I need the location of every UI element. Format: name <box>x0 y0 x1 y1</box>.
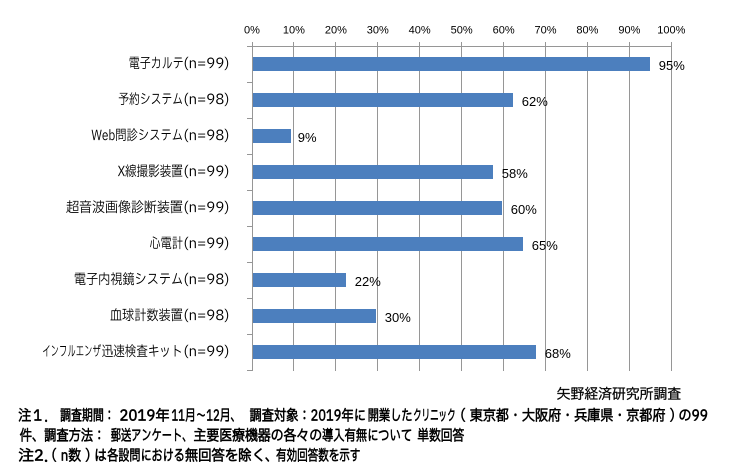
svg-text:65%: 65% <box>532 238 558 253</box>
svg-text:60%: 60% <box>493 25 515 37</box>
svg-text:95%: 95% <box>659 58 685 73</box>
svg-text:10%: 10% <box>283 25 305 37</box>
svg-text:80%: 80% <box>576 25 598 37</box>
svg-text:90%: 90% <box>618 25 640 37</box>
svg-text:50%: 50% <box>451 25 473 37</box>
svg-text:60%: 60% <box>511 202 537 217</box>
svg-text:58%: 58% <box>502 166 528 181</box>
svg-text:9%: 9% <box>298 130 317 145</box>
svg-text:22%: 22% <box>355 274 381 289</box>
svg-text:62%: 62% <box>522 94 548 109</box>
svg-text:20%: 20% <box>325 25 347 37</box>
svg-text:0%: 0% <box>244 25 260 37</box>
svg-text:40%: 40% <box>409 25 431 37</box>
svg-text:100%: 100% <box>657 25 685 37</box>
svg-text:68%: 68% <box>545 346 571 361</box>
svg-text:70%: 70% <box>534 25 556 37</box>
svg-text:30%: 30% <box>367 25 389 37</box>
svg-text:30%: 30% <box>385 310 411 325</box>
